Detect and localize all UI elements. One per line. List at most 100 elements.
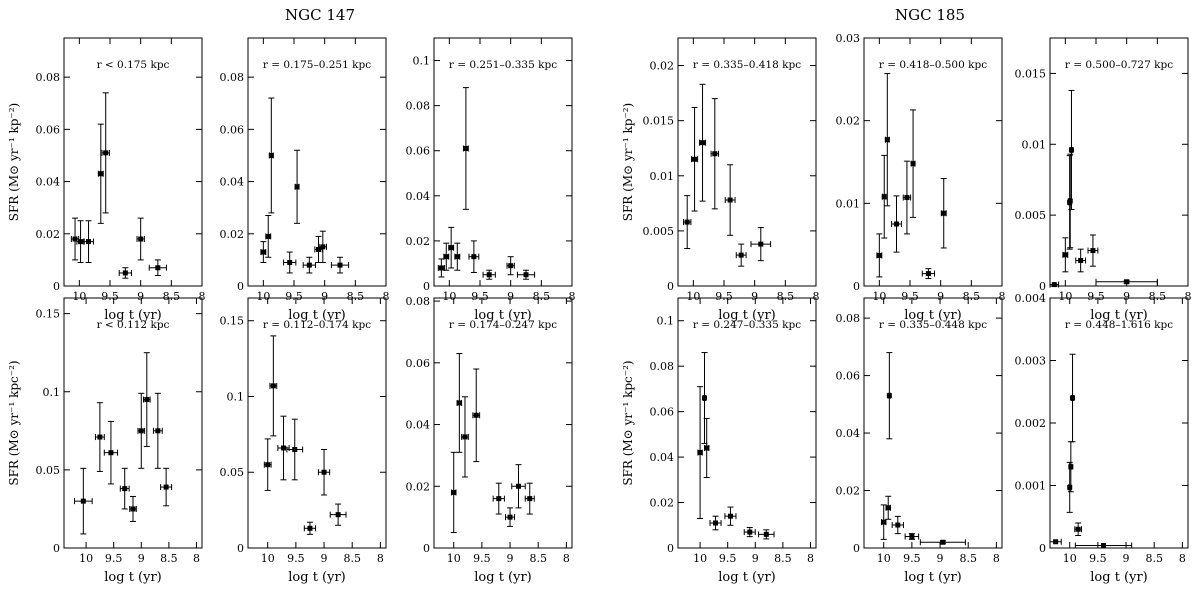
y-tick-label: 0.08 (836, 312, 861, 325)
y-tick-label: 0.03 (836, 32, 861, 45)
panel-frame (433, 37, 573, 287)
x-tick-label: 9 (137, 290, 144, 303)
x-tick-label: 8 (199, 290, 206, 303)
panel-10: 10 9.5 9 8.5 8 0 0.02 0.04 0.06 0.08 0.1 r = 0.247–… (621, 297, 817, 585)
x-tick-label: 9.5 (471, 290, 489, 303)
x-axis-label: log t (yr) (474, 570, 532, 585)
data-point (462, 434, 468, 440)
data-point (895, 522, 901, 528)
data-point (265, 233, 271, 239)
data-point (940, 539, 946, 545)
data-point (320, 244, 326, 250)
x-tick-label: 10 (872, 290, 886, 303)
x-tick-label: 8 (1179, 552, 1186, 565)
data-point (925, 271, 931, 277)
data-point (1053, 539, 1059, 545)
y-tick-label: 0.02 (650, 497, 675, 510)
x-tick-label: 9.5 (285, 290, 303, 303)
data-point (910, 161, 916, 167)
panel-radius-label: r = 0.112–0.174 kpc (263, 319, 371, 331)
data-point (337, 262, 343, 268)
data-point (1075, 526, 1081, 532)
x-tick-label: 8.5 (774, 552, 792, 565)
data-point (260, 249, 266, 255)
panel-11: 10 9.5 9 8.5 8 0 0.02 0.04 0.06 0.08 r = 0.335–0.4… (836, 297, 1003, 585)
data-point (496, 496, 502, 502)
data-point (78, 239, 84, 245)
data-point (697, 450, 703, 456)
data-point (456, 400, 462, 406)
y-tick-label: 0.08 (650, 360, 675, 373)
data-point (894, 221, 900, 227)
x-tick-label: 8.5 (1149, 290, 1167, 303)
x-tick-label: 8 (999, 290, 1006, 303)
panel-radius-label: r = 0.500–0.727 kpc (1065, 59, 1173, 71)
panel-radius-label: r = 0.175–0.251 kpc (263, 59, 371, 71)
y-axis-label: SFR (M⊙ yr⁻¹ kp⁻²) (621, 103, 635, 222)
data-point (886, 393, 892, 399)
data-point (486, 272, 492, 278)
y-tick-label: 0 (1039, 542, 1046, 555)
panel-frame (1049, 37, 1189, 287)
x-tick-label: 8.5 (163, 290, 181, 303)
panel-radius-label: r = 0.418–0.500 kpc (879, 59, 987, 71)
data-point (684, 219, 690, 225)
data-point (1090, 248, 1096, 254)
y-axis-label: SFR (M⊙ yr⁻¹ kp⁻²) (7, 103, 21, 222)
y-tick-label: 0.15 (36, 308, 61, 321)
data-point (103, 150, 109, 156)
data-point (268, 152, 274, 158)
x-tick-label: 8.5 (777, 290, 795, 303)
panel-frame (433, 297, 573, 549)
data-point (747, 529, 753, 535)
y-tick-label: 0 (237, 542, 244, 555)
x-tick-label: 8.5 (343, 552, 361, 565)
data-point (881, 519, 887, 525)
data-point (1067, 484, 1073, 490)
x-tick-label: 10 (79, 552, 93, 565)
x-tick-label: 9 (507, 552, 514, 565)
data-point (144, 397, 150, 403)
y-tick-label: 0 (423, 280, 430, 293)
data-point (1070, 395, 1076, 401)
y-tick-label: 0.06 (650, 406, 675, 419)
data-point (904, 195, 910, 201)
x-tick-label: 9 (752, 552, 759, 565)
panel-12: 10 9.5 9 8.5 8 0 0.001 0.002 0.003 0.004 r = 0.448… (1015, 292, 1189, 585)
x-axis-label: log t (yr) (288, 570, 346, 585)
x-axis-label: log t (yr) (1090, 570, 1148, 585)
panel-frame (247, 37, 387, 287)
data-point (292, 447, 298, 453)
panel-radius-label: r = 0.335–0.418 kpc (693, 59, 801, 71)
y-tick-label: 0.06 (406, 357, 431, 370)
x-tick-label: 10 (1058, 290, 1072, 303)
data-point (523, 272, 529, 278)
data-point (473, 412, 479, 418)
data-point (1078, 257, 1084, 263)
data-point (321, 469, 327, 475)
y-tick-label: 0.1 (43, 386, 61, 399)
y-tick-label: 0.02 (36, 228, 61, 241)
data-point (909, 534, 915, 540)
x-tick-label: 8 (813, 290, 820, 303)
data-point (515, 483, 521, 489)
data-point (122, 486, 128, 492)
data-point (98, 171, 104, 177)
x-tick-label: 10 (1063, 552, 1077, 565)
panel-frame (863, 37, 1003, 287)
data-point (155, 428, 161, 434)
y-tick-label: 0 (237, 280, 244, 293)
y-tick-label: 0.15 (220, 315, 245, 328)
x-tick-label: 8.5 (529, 552, 547, 565)
y-tick-label: 0.01 (1022, 138, 1047, 151)
data-point (704, 445, 710, 451)
x-tick-label: 9.5 (105, 552, 123, 565)
panel-1: 10 9.5 9 8.5 8 0 0.02 0.04 0.06 0.08 r < 0.175 kpc… (7, 37, 206, 323)
y-tick-label: 0 (423, 542, 430, 555)
data-point (138, 236, 144, 242)
data-point (108, 450, 114, 456)
x-tick-label: 10 (686, 290, 700, 303)
data-point (700, 140, 706, 146)
data-point (155, 265, 161, 271)
